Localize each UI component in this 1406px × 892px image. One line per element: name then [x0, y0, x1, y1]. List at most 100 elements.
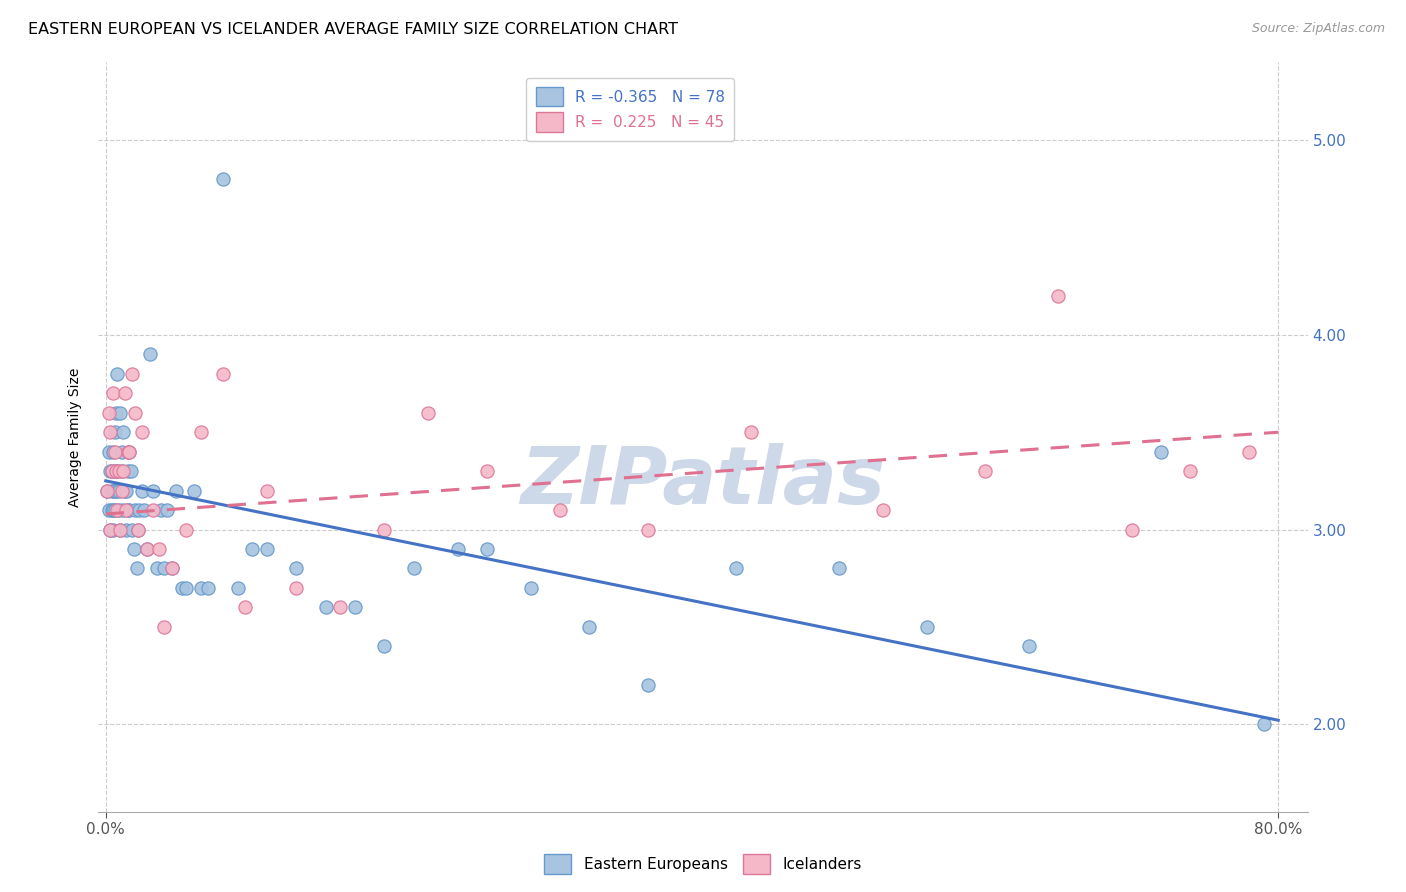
Point — [740, 425, 762, 440]
Point — [176, 581, 198, 595]
Point — [117, 444, 139, 458]
Point — [115, 503, 138, 517]
Point — [112, 503, 135, 517]
Text: ZIPatlas: ZIPatlas — [520, 443, 886, 521]
Point — [1047, 289, 1070, 303]
Point — [974, 464, 997, 478]
Point — [1237, 444, 1260, 458]
Point — [520, 581, 543, 595]
Point — [156, 503, 179, 517]
Point — [637, 523, 659, 537]
Y-axis label: Average Family Size: Average Family Size — [69, 368, 83, 507]
Text: EASTERN EUROPEAN VS ICELANDER AVERAGE FAMILY SIZE CORRELATION CHART: EASTERN EUROPEAN VS ICELANDER AVERAGE FA… — [28, 22, 678, 37]
Legend: Eastern Europeans, Icelanders: Eastern Europeans, Icelanders — [538, 848, 868, 880]
Point — [190, 581, 212, 595]
Point — [343, 600, 366, 615]
Point — [105, 464, 128, 478]
Point — [124, 406, 146, 420]
Point — [132, 503, 155, 517]
Point — [212, 172, 235, 186]
Point — [1150, 444, 1173, 458]
Point — [256, 483, 278, 498]
Point — [125, 561, 148, 575]
Point — [97, 503, 120, 517]
Point — [96, 483, 118, 498]
Point — [160, 561, 183, 575]
Point — [105, 464, 128, 478]
Point — [110, 523, 132, 537]
Point — [135, 541, 157, 556]
Point — [108, 483, 131, 498]
Point — [160, 561, 183, 575]
Point — [118, 444, 141, 458]
Point — [131, 483, 153, 498]
Point — [112, 425, 135, 440]
Point — [142, 483, 165, 498]
Point — [100, 464, 122, 478]
Point — [103, 503, 125, 517]
Point — [98, 523, 121, 537]
Point — [1180, 464, 1202, 478]
Point — [190, 425, 212, 440]
Point — [103, 425, 125, 440]
Point — [165, 483, 187, 498]
Point — [446, 541, 468, 556]
Point — [103, 483, 125, 498]
Point — [226, 581, 249, 595]
Legend: R = -0.365   N = 78, R =  0.225   N = 45: R = -0.365 N = 78, R = 0.225 N = 45 — [526, 78, 734, 141]
Point — [103, 444, 125, 458]
Point — [183, 483, 205, 498]
Point — [101, 503, 124, 517]
Point — [475, 464, 498, 478]
Point — [127, 523, 149, 537]
Point — [1253, 717, 1275, 731]
Point — [112, 464, 135, 478]
Point — [402, 561, 425, 575]
Point — [121, 523, 143, 537]
Point — [150, 503, 173, 517]
Point — [101, 386, 124, 401]
Point — [114, 386, 136, 401]
Point — [256, 541, 278, 556]
Point — [212, 367, 235, 381]
Point — [285, 561, 308, 575]
Point — [373, 640, 395, 654]
Point — [105, 483, 128, 498]
Point — [98, 523, 121, 537]
Point — [1018, 640, 1040, 654]
Point — [100, 503, 122, 517]
Point — [105, 406, 128, 420]
Point — [915, 620, 938, 634]
Point — [114, 483, 136, 498]
Point — [637, 678, 659, 692]
Point — [111, 464, 134, 478]
Point — [110, 406, 132, 420]
Point — [97, 406, 120, 420]
Point — [118, 503, 141, 517]
Point — [138, 347, 160, 361]
Point — [108, 503, 131, 517]
Point — [115, 483, 138, 498]
Point — [124, 503, 146, 517]
Point — [475, 541, 498, 556]
Point — [827, 561, 849, 575]
Point — [101, 444, 124, 458]
Point — [111, 444, 134, 458]
Point — [146, 561, 169, 575]
Point — [117, 503, 139, 517]
Point — [315, 600, 337, 615]
Point — [128, 503, 150, 517]
Point — [98, 464, 121, 478]
Point — [148, 541, 170, 556]
Point — [107, 503, 129, 517]
Point — [240, 541, 263, 556]
Point — [120, 464, 142, 478]
Point — [122, 541, 145, 556]
Point — [121, 367, 143, 381]
Point — [329, 600, 352, 615]
Point — [118, 444, 141, 458]
Point — [724, 561, 747, 575]
Point — [117, 464, 139, 478]
Point — [578, 620, 600, 634]
Point — [135, 541, 157, 556]
